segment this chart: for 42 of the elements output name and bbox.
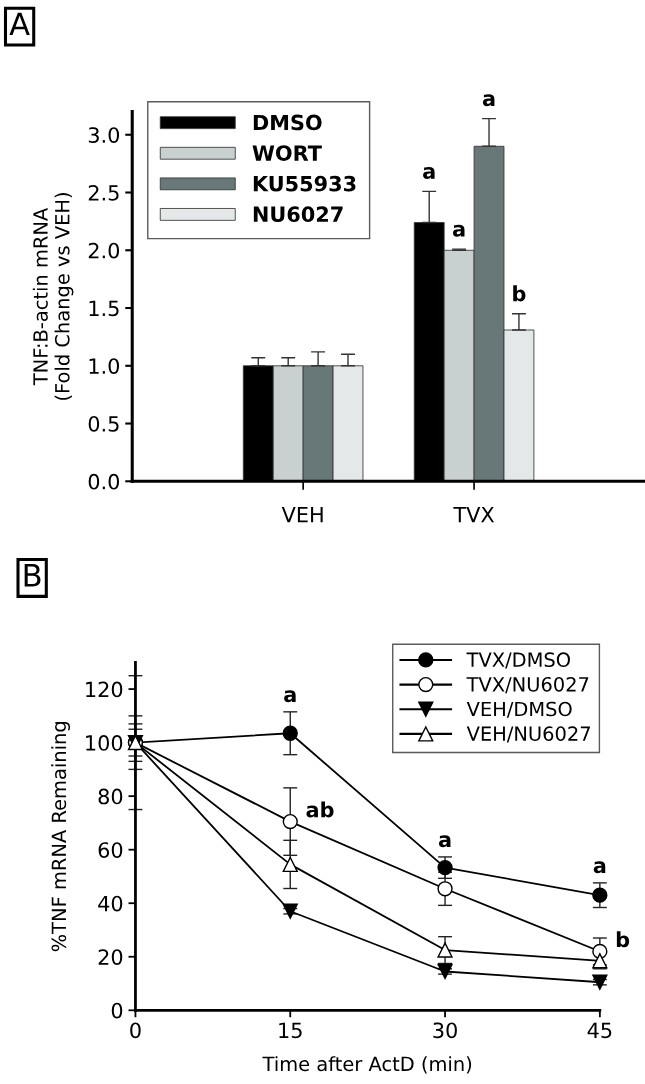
y-axis-title: %TNF mRNA Remaining (51, 722, 70, 952)
x-tick-label: 15 (279, 1022, 302, 1039)
x-axis-title: Time after ActD (min) (262, 1056, 472, 1074)
legend-label: WORT (252, 145, 322, 161)
y-tick-label: 80 (98, 788, 123, 805)
data-label: a (482, 94, 495, 107)
legend-label: VEH/DMSO (466, 701, 572, 718)
y-tick-label: 1.5 (89, 300, 119, 317)
data-label: ab (306, 801, 334, 818)
y-tick-label: 2.0 (88, 242, 120, 259)
y-axis-title: TNF:B-actin mRNA (Fold Change vs VEH) (32, 193, 74, 400)
data-label: a (593, 861, 606, 874)
data-label: a (284, 690, 296, 703)
y-tick-label: 40 (98, 895, 123, 912)
x-tick-label: 45 (587, 1022, 612, 1039)
legend-label: TVX/NU6027 (466, 676, 589, 694)
legend-label: DMSO (253, 114, 322, 131)
legend-label: VEH/NU6027 (466, 726, 590, 743)
y-tick-label: 120 (86, 681, 123, 698)
chart-title: A (9, 12, 30, 36)
y-tick-label: 60 (98, 842, 123, 858)
y-tick-label: 0 (111, 1002, 123, 1019)
x-tick-label: VEH (281, 506, 323, 523)
data-label: a (438, 835, 451, 848)
data-label: a (423, 167, 435, 179)
y-tick-label: 0.0 (88, 473, 120, 490)
legend-label: KU55933 (253, 175, 356, 192)
x-tick-label: 0 (130, 1022, 141, 1039)
y-tick-label: 3.0 (88, 127, 120, 143)
legend-label: NU6027 (253, 206, 343, 223)
x-tick-label: 30 (433, 1022, 457, 1039)
y-tick-label: 0.5 (88, 415, 119, 432)
data-label: a (452, 224, 465, 237)
y-tick-label: 2.5 (88, 184, 119, 201)
data-label: b (513, 285, 526, 302)
y-tick-label: 20 (98, 949, 123, 965)
data-label: b (616, 931, 630, 948)
y-tick-label: 1.0 (89, 358, 120, 374)
x-tick-label: TVX (453, 506, 495, 523)
chart-title: B (24, 564, 41, 587)
legend-label: TVX/DMSO (466, 652, 570, 669)
y-tick-label: 100 (86, 735, 123, 751)
